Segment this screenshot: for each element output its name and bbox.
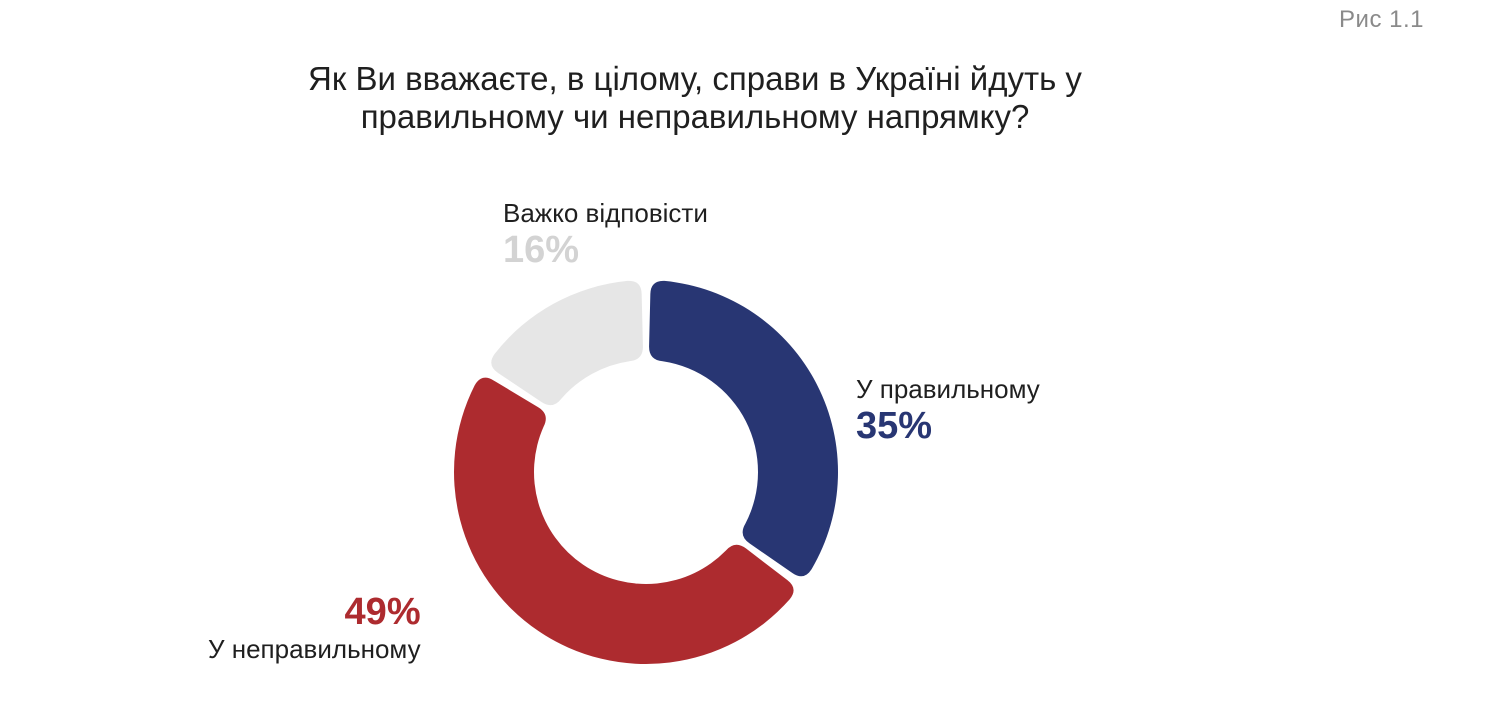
donut-slice-hard-to-say	[491, 280, 643, 406]
chart-title: Як Ви вважаєте, в цілому, справи в Украї…	[150, 60, 1240, 136]
slice-name-wrong-direction: У неправильному	[208, 634, 421, 664]
donut-slices	[454, 280, 838, 664]
figure-label: Рис 1.1	[1339, 6, 1424, 33]
chart-title-line-1: Як Ви вважаєте, в цілому, справи в Украї…	[308, 60, 1082, 97]
chart-title-line-2: правильному чи неправильному напрямку?	[360, 98, 1030, 135]
slice-value-hard-to-say: 16%	[503, 229, 580, 271]
slice-label-wrong-direction: 49% У неправильному	[208, 590, 421, 664]
slice-name-hard-to-say: Важко відповісти	[503, 198, 708, 228]
slice-value-wrong-direction: 49%	[344, 591, 421, 633]
donut-slice-wrong-direction	[454, 377, 794, 664]
slice-value-right-direction: 35%	[856, 405, 933, 447]
donut-slice-right-direction	[649, 280, 838, 577]
slice-name-right-direction: У правильному	[856, 374, 1040, 404]
slice-label-hard-to-say: Важко відповісти 16%	[503, 198, 708, 272]
slice-label-right-direction: У правильному 35%	[856, 374, 1040, 448]
